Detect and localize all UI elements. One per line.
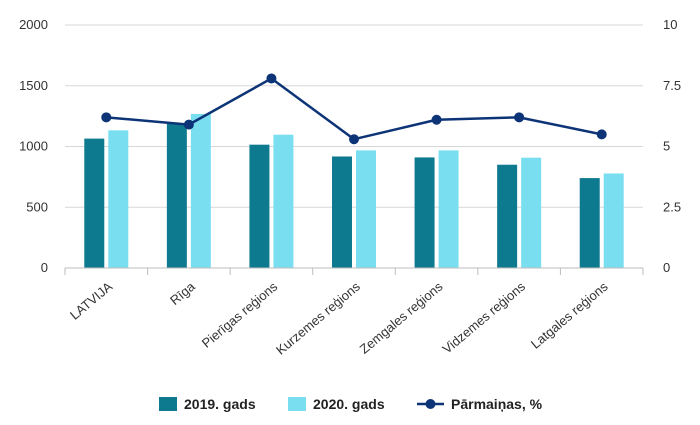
legend-label-2020: 2020. gads bbox=[313, 396, 385, 412]
gridlines bbox=[65, 24, 643, 208]
category-label: Vidzemes reģions bbox=[439, 278, 528, 356]
bar-2019 bbox=[84, 138, 105, 268]
legend-line-marker bbox=[425, 399, 436, 409]
bar-2019 bbox=[332, 156, 352, 268]
change-point bbox=[266, 73, 277, 84]
bars bbox=[84, 113, 624, 268]
y-axis-right: 0 2.5 5 7.5 10 bbox=[663, 17, 681, 275]
category-label: Zemgales reģions bbox=[357, 278, 446, 356]
y-left-tick-label: 1500 bbox=[19, 78, 48, 93]
legend: 2019. gads 2020. gads Pārmaiņas, % bbox=[159, 396, 543, 412]
y-axis-left: 0 500 1000 1500 2000 bbox=[19, 17, 48, 275]
category-label: Kurzemes reģions bbox=[273, 278, 363, 357]
legend-swatch-2020 bbox=[288, 397, 306, 411]
bar-2019 bbox=[249, 144, 270, 268]
y-right-tick-label: 5 bbox=[663, 139, 670, 154]
change-line bbox=[101, 73, 607, 145]
bar-2020 bbox=[438, 150, 459, 268]
category-label: Pierīgas reģions bbox=[199, 278, 281, 350]
category-label: LATVIJA bbox=[67, 279, 115, 323]
bar-2019 bbox=[166, 123, 187, 268]
legend-swatch-2019 bbox=[159, 397, 177, 411]
y-right-tick-label: 10 bbox=[663, 17, 677, 32]
bar-2020 bbox=[273, 134, 294, 268]
change-point bbox=[431, 114, 442, 125]
bar-2020 bbox=[108, 130, 129, 268]
legend-label-change: Pārmaiņas, % bbox=[451, 396, 543, 412]
bar-2020 bbox=[190, 113, 211, 268]
bar-2020 bbox=[603, 173, 624, 268]
y-right-tick-label: 2.5 bbox=[663, 199, 681, 214]
y-left-tick-label: 0 bbox=[41, 260, 48, 275]
y-left-tick-label: 500 bbox=[26, 199, 48, 214]
bar-2020 bbox=[356, 150, 376, 268]
category-label: Rīga bbox=[167, 278, 198, 308]
y-left-tick-label: 1000 bbox=[19, 139, 48, 154]
change-point bbox=[514, 112, 525, 123]
legend-label-2019: 2019. gads bbox=[184, 396, 256, 412]
change-point bbox=[183, 119, 194, 130]
change-point bbox=[349, 134, 359, 145]
y-right-tick-label: 0 bbox=[663, 260, 670, 275]
bar-2019 bbox=[497, 164, 518, 268]
bar-2019 bbox=[579, 178, 600, 268]
y-right-tick-label: 7.5 bbox=[663, 78, 681, 93]
category-label: Latgales reģions bbox=[528, 278, 611, 351]
bar-2019 bbox=[414, 157, 435, 268]
change-point bbox=[596, 129, 607, 140]
change-point bbox=[101, 112, 112, 123]
y-left-tick-label: 2000 bbox=[19, 17, 48, 32]
bar-2020 bbox=[521, 157, 542, 268]
